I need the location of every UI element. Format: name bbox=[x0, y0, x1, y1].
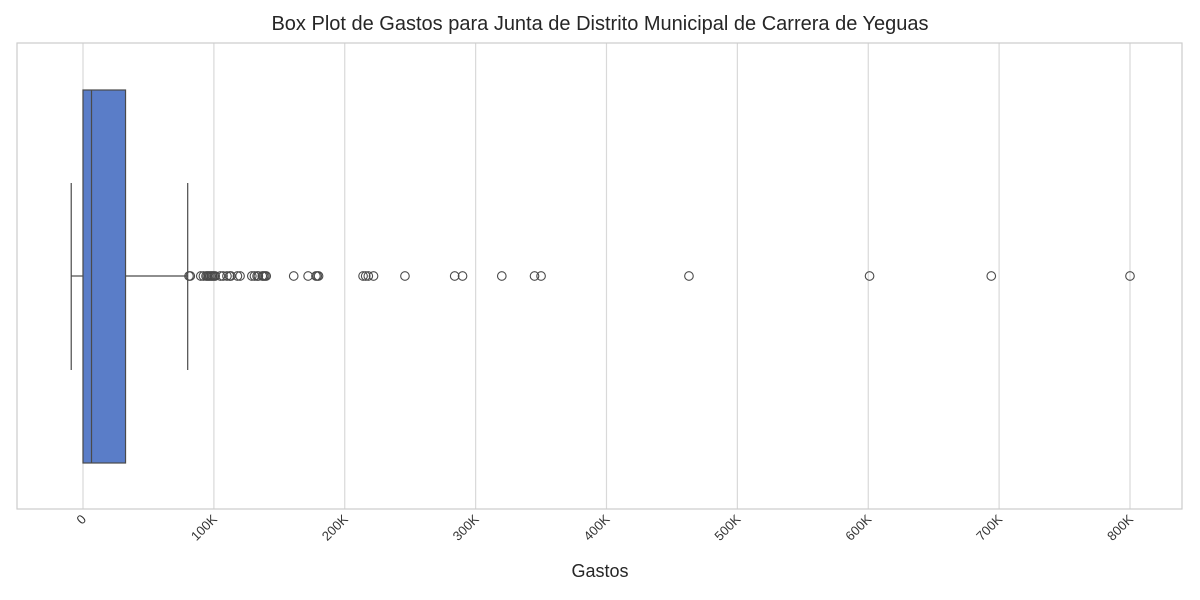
x-tick-label: 400K bbox=[581, 511, 613, 543]
outlier-point bbox=[246, 271, 257, 281]
outlier-point bbox=[864, 271, 875, 281]
outlier-point bbox=[449, 271, 460, 281]
outlier-point bbox=[363, 271, 374, 281]
outlier-point bbox=[232, 271, 243, 281]
outlier-point bbox=[536, 271, 546, 281]
gridlines bbox=[82, 43, 1131, 509]
x-tick-label: 200K bbox=[319, 511, 351, 543]
outlier-point bbox=[218, 271, 228, 281]
outlier-point bbox=[358, 271, 368, 281]
outlier-point bbox=[313, 271, 324, 281]
outlier-point bbox=[226, 271, 236, 281]
outlier-point bbox=[261, 271, 272, 281]
outlier-point bbox=[288, 271, 299, 281]
outlier-point bbox=[185, 271, 196, 281]
x-tick-label: 100K bbox=[188, 511, 220, 543]
x-tick-label: 500K bbox=[711, 511, 743, 543]
outlier-point bbox=[457, 271, 468, 281]
outlier-point bbox=[303, 271, 313, 281]
box-iqr bbox=[82, 89, 127, 464]
outlier-point bbox=[496, 271, 507, 281]
outlier-point bbox=[210, 271, 221, 281]
outlier-point bbox=[222, 271, 232, 281]
outlier-point bbox=[529, 271, 540, 281]
outlier-point bbox=[368, 271, 379, 281]
x-tick-label: 300K bbox=[450, 511, 482, 543]
plot-frame bbox=[16, 42, 1183, 510]
outlier-points bbox=[184, 271, 1135, 281]
x-tick-label: 700K bbox=[973, 511, 1005, 543]
outlier-point bbox=[195, 271, 206, 281]
x-tick-label: 600K bbox=[842, 511, 874, 543]
outlier-point bbox=[235, 271, 245, 281]
outlier-point bbox=[684, 271, 694, 281]
outlier-point bbox=[253, 271, 264, 281]
x-tick-label: 0 bbox=[73, 512, 89, 528]
outlier-point bbox=[360, 271, 371, 281]
outlier-point bbox=[400, 271, 410, 281]
x-axis-label: Gastos bbox=[571, 561, 629, 581]
outlier-point bbox=[249, 271, 260, 281]
outlier-point bbox=[986, 271, 997, 281]
chart-title: Box Plot de Gastos para Junta de Distrit… bbox=[271, 13, 929, 35]
x-axis-ticks: 0 100K 200K 300K 400K 500K 600K 700K 800K bbox=[73, 511, 1136, 543]
outlier-point bbox=[215, 271, 226, 281]
outlier-point bbox=[1125, 271, 1135, 281]
boxplot bbox=[70, 89, 189, 464]
x-tick-label: 800K bbox=[1104, 511, 1136, 543]
outlier-point bbox=[198, 271, 209, 281]
